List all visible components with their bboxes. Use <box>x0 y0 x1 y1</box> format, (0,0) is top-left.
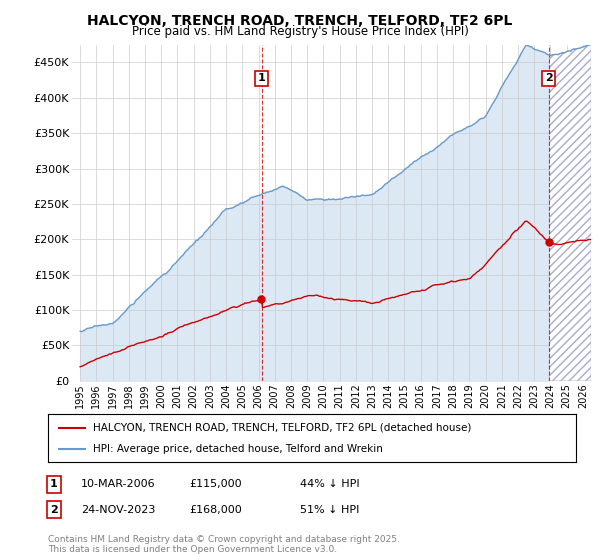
Text: 24-NOV-2023: 24-NOV-2023 <box>81 505 155 515</box>
Text: 2: 2 <box>50 505 58 515</box>
Text: £115,000: £115,000 <box>189 479 242 489</box>
Text: Contains HM Land Registry data © Crown copyright and database right 2025.
This d: Contains HM Land Registry data © Crown c… <box>48 535 400 554</box>
Text: HALCYON, TRENCH ROAD, TRENCH, TELFORD, TF2 6PL: HALCYON, TRENCH ROAD, TRENCH, TELFORD, T… <box>88 14 512 28</box>
Text: Price paid vs. HM Land Registry's House Price Index (HPI): Price paid vs. HM Land Registry's House … <box>131 25 469 38</box>
Text: 10-MAR-2006: 10-MAR-2006 <box>81 479 155 489</box>
Text: HALCYON, TRENCH ROAD, TRENCH, TELFORD, TF2 6PL (detached house): HALCYON, TRENCH ROAD, TRENCH, TELFORD, T… <box>93 423 471 433</box>
Text: 51% ↓ HPI: 51% ↓ HPI <box>300 505 359 515</box>
Text: 1: 1 <box>258 73 265 83</box>
Text: £168,000: £168,000 <box>189 505 242 515</box>
Text: HPI: Average price, detached house, Telford and Wrekin: HPI: Average price, detached house, Telf… <box>93 444 383 454</box>
Text: 2: 2 <box>545 73 553 83</box>
Text: 44% ↓ HPI: 44% ↓ HPI <box>300 479 359 489</box>
Text: 1: 1 <box>50 479 58 489</box>
